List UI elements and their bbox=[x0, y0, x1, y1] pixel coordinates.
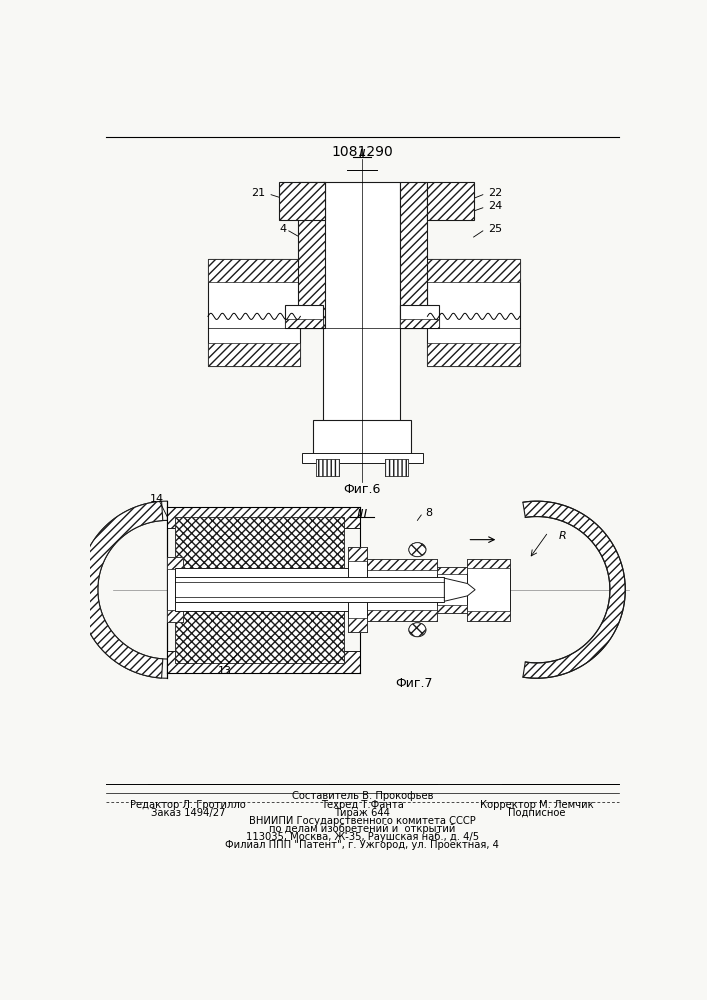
Bar bbox=[285, 305, 324, 328]
Text: Техред Т.Фанта: Техред Т.Фанта bbox=[321, 800, 404, 810]
Bar bbox=[437, 605, 467, 613]
Ellipse shape bbox=[409, 623, 426, 637]
Polygon shape bbox=[444, 578, 475, 601]
Bar bbox=[437, 567, 467, 574]
Text: Составитель В. Прокофьев: Составитель В. Прокофьев bbox=[291, 791, 433, 801]
Bar bbox=[467, 559, 510, 568]
Bar bbox=[348, 547, 368, 632]
Bar bbox=[428, 259, 520, 282]
Ellipse shape bbox=[409, 543, 426, 557]
Bar bbox=[467, 611, 510, 620]
Bar bbox=[428, 259, 520, 366]
Text: 24: 24 bbox=[489, 201, 503, 211]
Text: 13: 13 bbox=[218, 666, 232, 676]
Text: R: R bbox=[559, 531, 566, 541]
Bar bbox=[302, 453, 423, 463]
Bar bbox=[167, 557, 182, 622]
Polygon shape bbox=[523, 501, 625, 678]
Text: Филиал ППП "Патент", г. Ужгород, ул. Проектная, 4: Филиал ППП "Патент", г. Ужгород, ул. Про… bbox=[226, 840, 499, 850]
Bar bbox=[175, 517, 344, 663]
Text: ВНИИПИ Государственного комитета СССР: ВНИИПИ Государственного комитета СССР bbox=[249, 816, 476, 826]
Bar bbox=[167, 507, 360, 528]
Bar bbox=[385, 459, 408, 476]
Bar bbox=[428, 343, 520, 366]
Polygon shape bbox=[78, 501, 163, 678]
Bar bbox=[316, 459, 339, 476]
Text: 1081290: 1081290 bbox=[331, 145, 393, 159]
Bar bbox=[298, 182, 325, 328]
Bar bbox=[208, 259, 300, 366]
Bar bbox=[175, 568, 352, 611]
Text: 8: 8 bbox=[426, 508, 433, 518]
Text: III: III bbox=[356, 508, 368, 521]
Text: 113035, Москва, Ж-35, Раушская наб., д. 4/5: 113035, Москва, Ж-35, Раушская наб., д. … bbox=[246, 832, 479, 842]
Bar bbox=[428, 182, 474, 220]
Ellipse shape bbox=[409, 543, 426, 557]
Bar bbox=[400, 182, 428, 328]
Bar bbox=[385, 459, 408, 476]
Bar bbox=[167, 651, 360, 673]
Text: 14: 14 bbox=[150, 494, 164, 504]
Bar bbox=[208, 259, 300, 282]
Bar bbox=[208, 343, 300, 366]
Text: Заказ 1494/27: Заказ 1494/27 bbox=[151, 808, 226, 818]
Bar bbox=[313, 420, 411, 459]
Bar bbox=[348, 618, 368, 632]
Text: Корректор М. Лемчик: Корректор М. Лемчик bbox=[480, 800, 593, 810]
Bar bbox=[368, 559, 437, 570]
Text: 4: 4 bbox=[279, 224, 286, 234]
Text: Фиг.6: Фиг.6 bbox=[344, 483, 380, 496]
Text: Фиг.7: Фиг.7 bbox=[395, 677, 432, 690]
Text: 25: 25 bbox=[489, 224, 503, 234]
Bar bbox=[167, 610, 182, 622]
Bar bbox=[400, 305, 439, 328]
Bar bbox=[348, 547, 368, 561]
Text: по делам изобретений и  открытий: по делам изобретений и открытий bbox=[269, 824, 455, 834]
Text: Подписное: Подписное bbox=[508, 808, 566, 818]
Text: Редактор Л. Гротилло: Редактор Л. Гротилло bbox=[130, 800, 246, 810]
Bar bbox=[324, 182, 400, 459]
Bar bbox=[316, 459, 339, 476]
Text: Тираж 644: Тираж 644 bbox=[334, 808, 390, 818]
Bar bbox=[437, 567, 467, 613]
Ellipse shape bbox=[409, 623, 426, 637]
Bar bbox=[400, 319, 439, 328]
Bar bbox=[368, 559, 437, 620]
Bar bbox=[279, 182, 325, 220]
Text: 21: 21 bbox=[252, 188, 266, 198]
Bar bbox=[175, 577, 444, 602]
Bar bbox=[175, 568, 352, 611]
Text: II: II bbox=[358, 148, 366, 161]
Bar bbox=[368, 610, 437, 620]
Bar bbox=[467, 559, 510, 620]
Bar bbox=[285, 319, 324, 328]
Bar bbox=[167, 557, 182, 569]
Text: 22: 22 bbox=[489, 188, 503, 198]
